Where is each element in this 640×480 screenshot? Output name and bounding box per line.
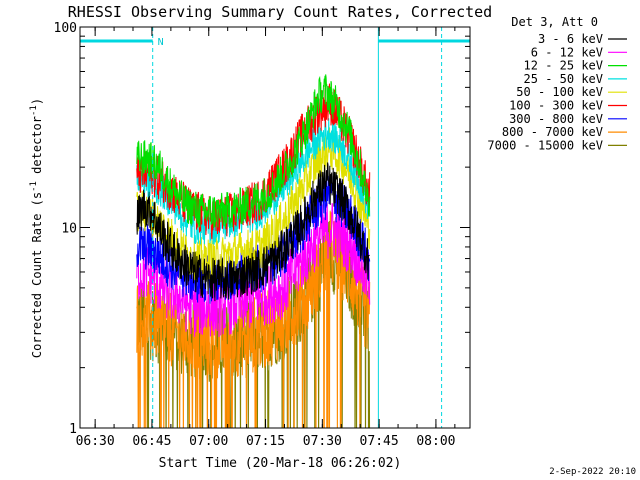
y-tick-label: 100 — [54, 21, 77, 36]
y-axis-label-sup1: -1 — [29, 181, 39, 192]
saa-marker-label: N — [158, 37, 164, 48]
footer-timestamp: 2-Sep-2022 20:10 — [549, 467, 636, 477]
y-axis-label-end: ) — [30, 98, 44, 105]
legend-entry-label: 50 - 100 keV — [516, 85, 603, 99]
y-tick-label: 10 — [61, 222, 77, 237]
x-axis-label: Start Time (20-Mar-18 06:26:02) — [159, 456, 402, 471]
series-layer — [136, 74, 371, 428]
chart-title: RHESSI Observing Summary Count Rates, Co… — [68, 3, 492, 21]
legend-entry-label: 6 - 12 keV — [531, 45, 603, 59]
series-line — [136, 74, 371, 229]
legend-entry-label: 3 - 6 keV — [538, 32, 603, 46]
x-tick-label: 08:00 — [416, 434, 455, 449]
legend-entry-label: 7000 - 15000 keV — [487, 138, 603, 152]
legend-entry-label: 300 - 800 keV — [509, 112, 603, 126]
axis-layer: 06:30 06:45 07:00 07:15 07:30 07:45 08:00 1 10 10… — [54, 21, 470, 449]
legend-entry-label: 100 - 300 keV — [509, 99, 603, 113]
legend-title: Det 3, Att 0 — [511, 15, 598, 29]
y-axis-label-mid: detector — [30, 116, 44, 181]
x-tick-label: 06:30 — [76, 434, 115, 449]
y-axis-label-sup2: -1 — [29, 105, 39, 116]
legend-entry-label: 25 - 50 keV — [524, 72, 603, 86]
series-line — [136, 83, 371, 240]
legend-entry-label: 800 - 7000 keV — [502, 125, 603, 139]
y-axis-label: Corrected Count Rate (s-1 detector-1) — [29, 98, 44, 358]
y-tick-label: 1 — [69, 422, 77, 437]
x-tick-label: 07:45 — [360, 434, 399, 449]
series-line — [136, 162, 370, 302]
x-tick-label: 06:45 — [132, 434, 171, 449]
series-line — [136, 203, 371, 338]
y-axis-label-main: Corrected Count Rate (s — [30, 192, 44, 358]
legend-entry-label: 12 - 25 keV — [524, 59, 603, 73]
x-tick-label: 07:30 — [303, 434, 342, 449]
x-tick-label: 07:15 — [246, 434, 285, 449]
x-tick-label: 07:00 — [189, 434, 228, 449]
